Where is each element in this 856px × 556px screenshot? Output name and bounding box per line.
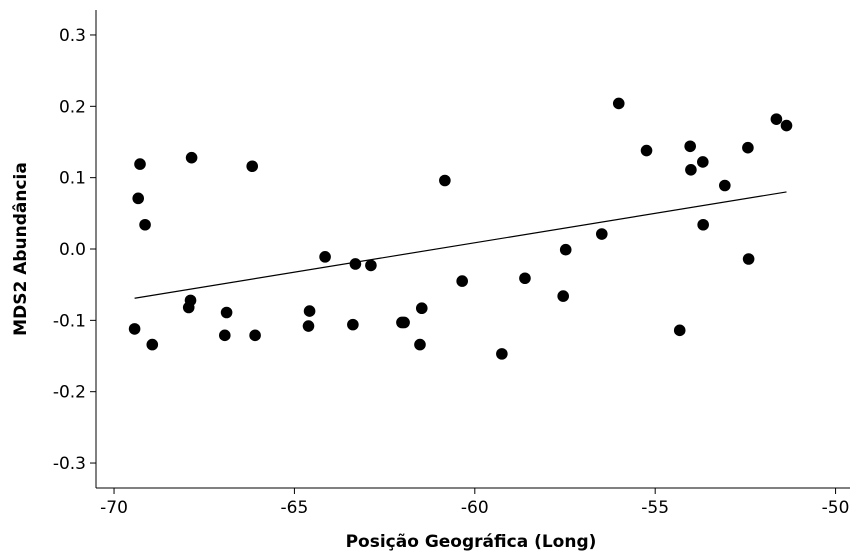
data-point: [414, 338, 426, 351]
x-tick-label: -65: [281, 498, 309, 518]
data-point: [557, 290, 569, 302]
regression-line: [134, 191, 787, 299]
data-point: [303, 305, 316, 317]
data-point: [697, 218, 709, 231]
data-point: [302, 320, 315, 332]
data-point: [456, 275, 468, 287]
y-tick-label: -0.2: [53, 383, 86, 403]
y-tick-label: 0.2: [59, 97, 86, 117]
x-tick-label: -55: [641, 498, 669, 518]
x-axis-title: Posição Geográfica (Long): [346, 532, 597, 552]
data-point: [673, 324, 686, 337]
data-point: [218, 329, 231, 342]
data-point: [398, 316, 410, 329]
data-point: [365, 259, 377, 272]
data-point: [697, 156, 709, 168]
x-tick-label: -50: [822, 498, 850, 518]
x-axis: -70 -65 -60 -55 -50: [96, 487, 850, 518]
y-tick-label: -0.1: [53, 311, 86, 331]
data-points-layer: [128, 97, 793, 360]
data-point: [415, 302, 428, 315]
data-point: [439, 174, 451, 187]
y-tick-label: -0.3: [53, 454, 86, 474]
regression-line-layer: [134, 191, 787, 299]
data-point: [246, 160, 259, 173]
data-point: [612, 97, 625, 110]
data-point: [595, 228, 608, 240]
y-tick-label: 0.3: [59, 26, 86, 46]
data-point: [184, 294, 197, 307]
data-point: [496, 348, 508, 360]
data-point: [249, 329, 261, 342]
data-point: [685, 164, 697, 176]
data-point: [220, 306, 233, 319]
x-tick-label: -60: [461, 498, 489, 518]
data-point: [139, 218, 151, 231]
data-point: [640, 144, 653, 157]
data-point: [185, 151, 198, 164]
data-point: [132, 192, 145, 205]
y-axis-title: MDS2 Abundância: [11, 162, 31, 336]
data-point: [347, 318, 359, 331]
y-axis: 0.3 0.2 0.1 0.0 -0.1 -0.2 -0.3: [53, 10, 97, 488]
data-point: [742, 253, 755, 265]
data-point: [742, 141, 754, 154]
x-tick-label: -70: [100, 498, 128, 518]
data-point: [128, 323, 141, 335]
data-point: [719, 179, 731, 192]
data-point: [519, 272, 531, 285]
data-point: [146, 338, 159, 351]
data-point: [349, 258, 362, 270]
data-point: [319, 251, 331, 263]
y-tick-label: 0.1: [59, 169, 86, 189]
data-point: [780, 119, 793, 132]
data-point: [770, 113, 783, 125]
data-point: [684, 140, 696, 153]
y-tick-label: 0.0: [59, 240, 86, 260]
data-point: [559, 243, 572, 256]
data-point: [134, 158, 146, 170]
